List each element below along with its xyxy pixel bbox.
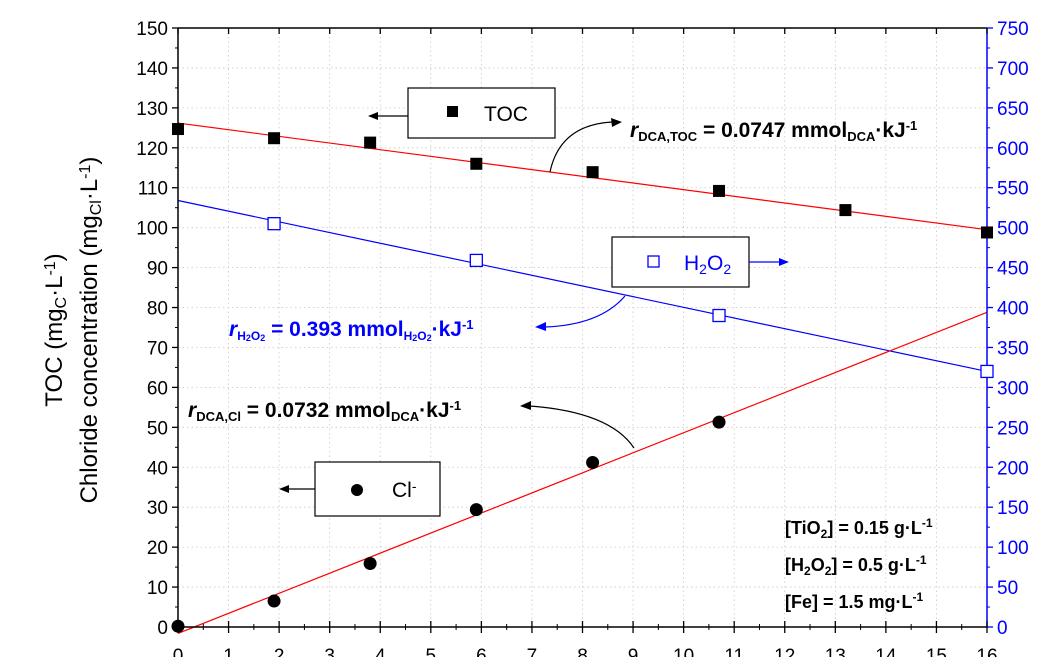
y-left-tick-label: 70 (147, 338, 168, 359)
y-right-tick-label: 750 (997, 19, 1029, 40)
point-toc (268, 132, 281, 145)
y-right-tick-label: 550 (997, 179, 1029, 200)
y-left-tick-label: 120 (136, 139, 168, 160)
point-cl (469, 503, 483, 517)
x-tick-label: 6 (476, 646, 487, 657)
point-h2o2 (712, 308, 726, 323)
annotation-rate-h2o2: rH2O2 = 0.393 mmolH2O2·kJ-1 (229, 317, 474, 343)
y-right-tick-label: 700 (997, 59, 1029, 80)
point-toc (172, 123, 184, 136)
y-left-tick-label: 100 (136, 219, 168, 240)
ticks: 0102030405060708090100110120130140150050… (136, 19, 1028, 657)
y-right-tick-label: 600 (997, 139, 1029, 160)
point-h2o2 (267, 217, 281, 231)
y-left-tick-label: 140 (136, 59, 168, 80)
y-right-tick-label: 50 (997, 578, 1018, 599)
y-right-tick-label: 400 (997, 299, 1029, 320)
condition-fe: [Fe] = 1.5 mg·L-1 (785, 590, 924, 612)
legend-cl-label: Cl- (392, 478, 417, 502)
point-toc (981, 226, 993, 239)
data-points (171, 123, 994, 633)
y-right-tick-label: 0 (997, 618, 1008, 639)
fit-line-2 (177, 311, 988, 634)
point-cl (712, 415, 726, 429)
y-right-tick-label: 350 (997, 338, 1029, 359)
condition-h2o2: [H2O2] = 0.5 g·L-1 (785, 553, 927, 577)
point-toc (713, 184, 726, 197)
legend-toc-marker (447, 106, 458, 117)
x-tick-label: 9 (628, 646, 639, 657)
x-tick-label: 13 (825, 646, 846, 657)
point-cl (267, 594, 281, 608)
point-toc (586, 166, 599, 179)
y-left-tick-label: 30 (147, 498, 168, 519)
point-cl (586, 455, 600, 469)
x-tick-label: 0 (173, 646, 184, 657)
point-h2o2 (469, 253, 483, 268)
annotation-rate-cl: rDCA,Cl = 0.0732 mmolDCA·kJ-1 (188, 398, 461, 424)
y-left-tick-label: 10 (147, 578, 168, 599)
point-toc (839, 204, 852, 217)
y-left-tick-label: 130 (136, 99, 168, 120)
fit-lines (177, 122, 988, 634)
y-right-tick-label: 300 (997, 378, 1029, 399)
x-tick-label: 15 (926, 646, 947, 657)
legend-cl-marker (351, 484, 363, 496)
annotation-arrows (520, 118, 635, 449)
y-left-tick-label: 50 (147, 418, 168, 439)
condition-tio2: [TiO2] = 0.15 g·L-1 (785, 516, 933, 540)
x-tick-label: 8 (577, 646, 588, 657)
y-right-tick-label: 650 (997, 99, 1029, 120)
legend-h2o2: H2O2 (611, 236, 750, 288)
x-tick-label: 11 (724, 646, 744, 657)
x-tick-label: 14 (875, 646, 897, 657)
y-axis-title-chloride: Chloride concentration (mgCl·L-1) (76, 157, 105, 504)
fit-line-1 (177, 199, 988, 373)
point-h2o2 (980, 364, 994, 379)
y-left-tick-label: 90 (147, 259, 168, 280)
y-axis-title-toc: TOC (mgC·L-1) (41, 253, 70, 406)
x-tick-label: 12 (774, 646, 795, 657)
x-tick-label: 2 (274, 646, 285, 657)
point-toc (470, 157, 483, 170)
y-left-tick-label: 0 (157, 618, 168, 639)
x-tick-label: 10 (673, 646, 694, 657)
legend-toc-label: TOC (484, 103, 528, 126)
fit-line-0 (177, 122, 988, 231)
y-right-tick-label: 450 (997, 259, 1029, 280)
y-left-tick-label: 150 (136, 19, 168, 40)
x-tick-label: 7 (527, 646, 538, 657)
point-cl (363, 557, 377, 571)
y-left-tick-label: 110 (138, 179, 168, 200)
legend-h2o2-label: H2O2 (684, 252, 731, 277)
x-tick-label: 4 (375, 646, 386, 657)
y-right-tick-label: 250 (997, 418, 1029, 439)
y-right-tick-label: 500 (997, 219, 1029, 240)
legend-arrows (279, 112, 789, 493)
y-left-tick-label: 80 (147, 299, 168, 320)
x-tick-label: 3 (324, 646, 335, 657)
y-left-tick-label: 60 (147, 378, 168, 399)
legend-toc: TOC (407, 87, 556, 139)
y-left-tick-label: 40 (147, 458, 168, 479)
x-tick-label: 16 (976, 646, 997, 657)
y-right-tick-label: 100 (997, 538, 1029, 559)
x-tick-label: 1 (223, 646, 234, 657)
annotation-rate-toc: rDCA,TOC = 0.0747 mmolDCA·kJ-1 (630, 118, 917, 144)
point-cl (171, 619, 185, 633)
y-right-tick-label: 200 (997, 458, 1029, 479)
legend-cl: Cl- (314, 461, 441, 517)
x-tick-label: 5 (426, 646, 437, 657)
y-left-tick-label: 20 (147, 538, 168, 559)
point-toc (364, 136, 377, 149)
y-right-tick-label: 150 (997, 498, 1029, 519)
legend-h2o2-marker (647, 255, 660, 268)
